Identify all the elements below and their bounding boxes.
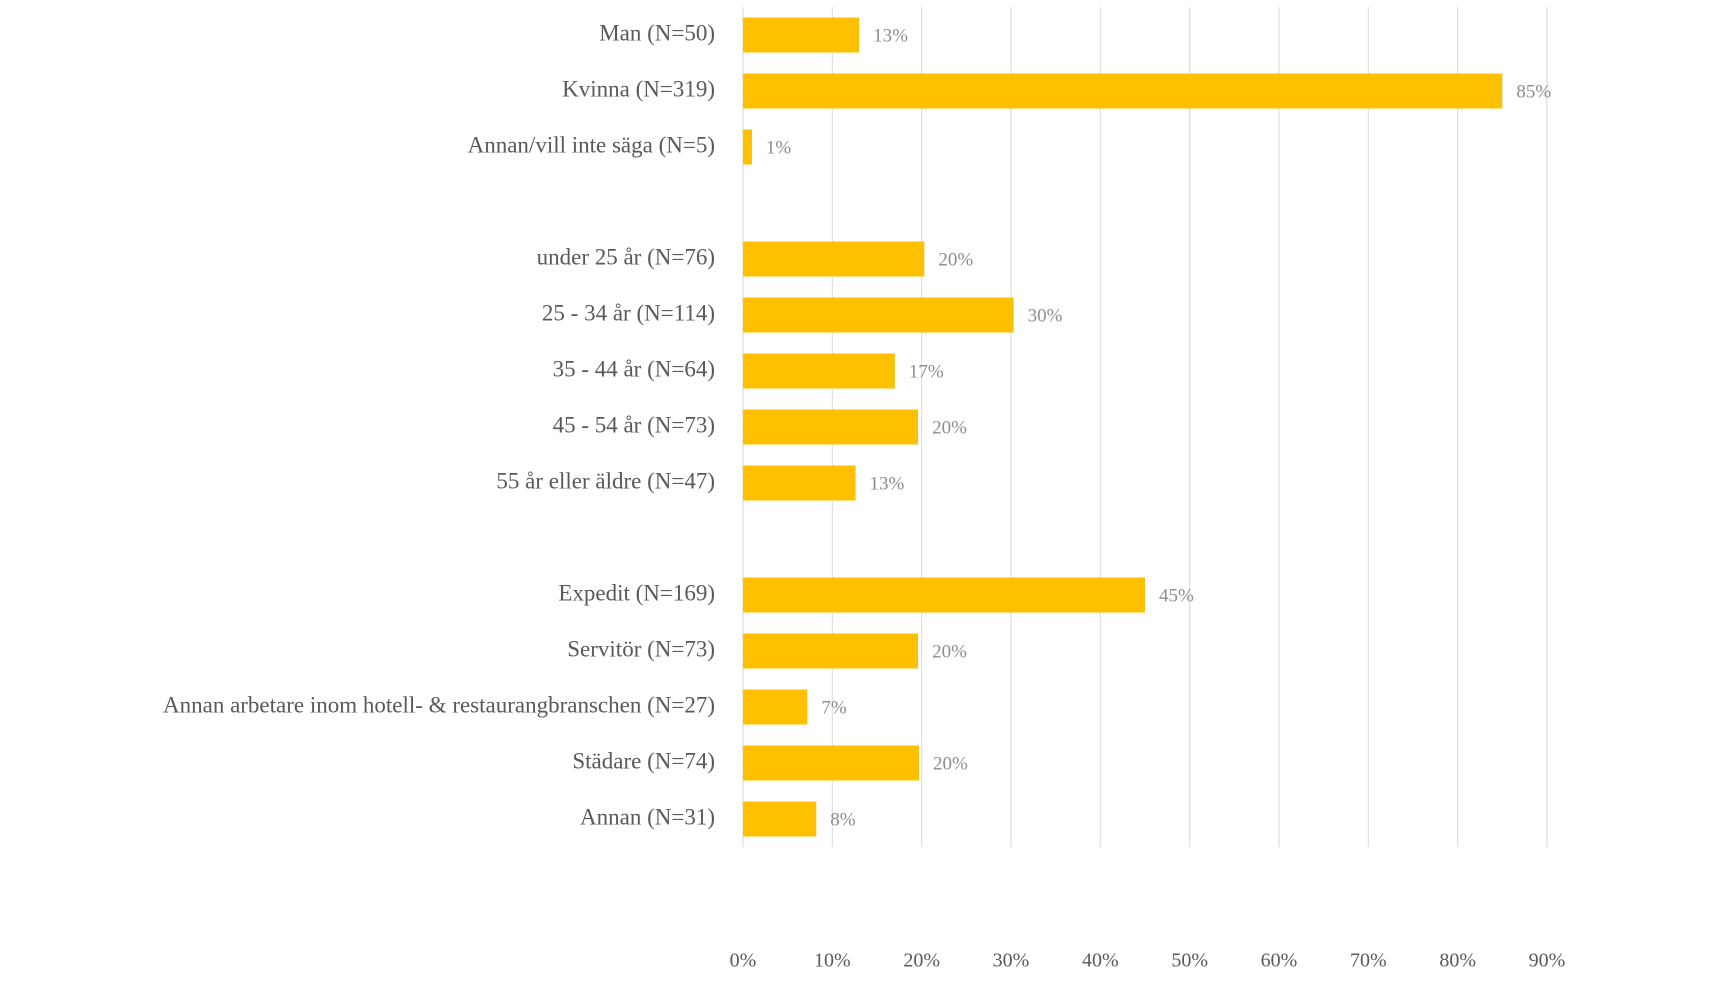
data-label: 7% [821, 697, 847, 718]
x-tick-label: 10% [814, 950, 851, 972]
bar [743, 745, 919, 781]
x-tick-label: 90% [1529, 950, 1566, 972]
bar [743, 689, 808, 725]
data-label: 17% [909, 361, 944, 382]
bar [743, 73, 1503, 109]
data-label: 45% [1159, 585, 1194, 606]
x-tick-label: 0% [730, 950, 757, 972]
y-tick-label: Städare (N=74) [572, 748, 715, 773]
y-tick-label: Man (N=50) [599, 20, 715, 45]
data-label: 20% [932, 417, 967, 438]
y-tick-label: 35 - 44 år (N=64) [553, 356, 715, 381]
y-tick-label: under 25 år (N=76) [537, 244, 715, 269]
y-tick-label: 45 - 54 år (N=73) [553, 412, 715, 437]
x-tick-label: 70% [1350, 950, 1387, 972]
bar [743, 353, 895, 389]
x-tick-label: 60% [1261, 950, 1298, 972]
data-label: 30% [1028, 305, 1063, 326]
data-label: 85% [1516, 81, 1551, 102]
y-tick-label: Annan (N=31) [580, 804, 715, 829]
y-tick-label: Annan/vill inte säga (N=5) [468, 132, 715, 157]
data-label: 8% [830, 809, 856, 830]
bar [743, 409, 919, 445]
x-tick-label: 80% [1439, 950, 1476, 972]
x-tick-label: 30% [993, 950, 1030, 972]
data-label: 20% [932, 641, 967, 662]
bar [743, 577, 1145, 613]
data-label: 1% [766, 137, 792, 158]
y-tick-label: Expedit (N=169) [558, 580, 715, 605]
bar [743, 241, 925, 277]
data-label: 20% [938, 249, 973, 270]
bar [743, 17, 860, 53]
bar [743, 633, 919, 669]
y-tick-label: Servitör (N=73) [567, 636, 715, 661]
bar [743, 801, 817, 837]
y-tick-label: Kvinna (N=319) [562, 76, 715, 101]
y-tick-label: 55 år eller äldre (N=47) [496, 468, 715, 493]
data-label: 20% [933, 753, 968, 774]
data-label: 13% [873, 25, 908, 46]
bar [743, 129, 752, 165]
x-tick-label: 40% [1082, 950, 1119, 972]
x-tick-label: 20% [903, 950, 940, 972]
bar [743, 465, 856, 501]
x-tick-label: 50% [1171, 950, 1208, 972]
data-label: 13% [870, 473, 905, 494]
y-tick-label: 25 - 34 år (N=114) [542, 300, 715, 325]
y-tick-label: Annan arbetare inom hotell- & restaurang… [163, 692, 715, 717]
bar [743, 297, 1014, 333]
